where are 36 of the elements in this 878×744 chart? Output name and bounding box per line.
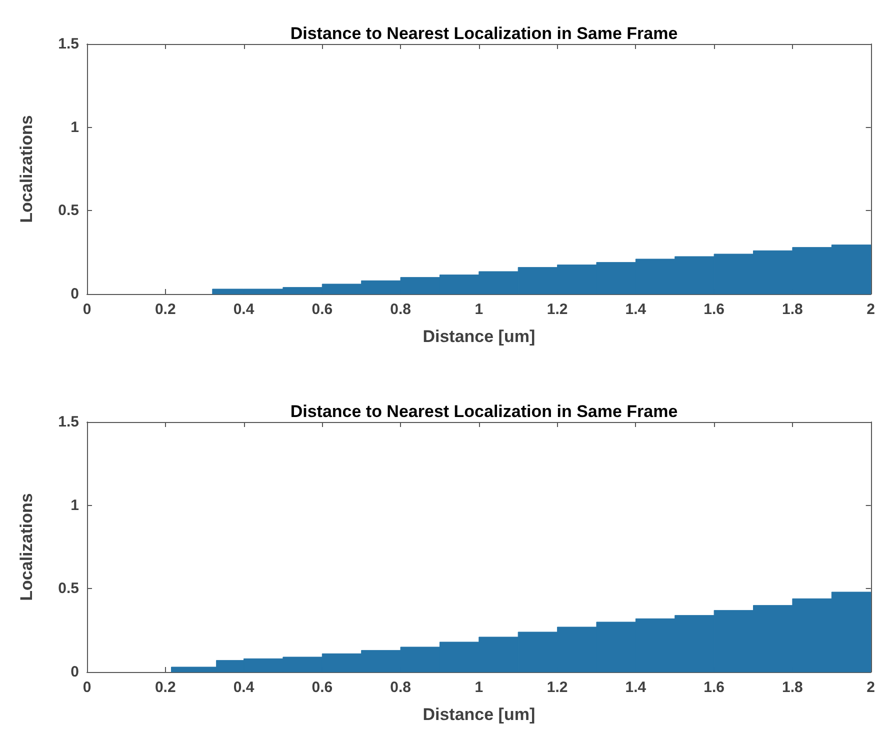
y-tick-label: 0 xyxy=(70,664,79,680)
chart-title: Distance to Nearest Localization in Same Frame xyxy=(290,402,678,421)
x-tick-label: 0.8 xyxy=(390,679,411,696)
x-tick-label: 0.4 xyxy=(233,679,255,696)
y-tick-label: 0.5 xyxy=(58,580,79,598)
x-tick-label: 1.2 xyxy=(546,679,568,696)
y-tick-label: 1.5 xyxy=(58,36,79,52)
y-axis-title: Localizations xyxy=(17,115,36,223)
x-tick-label: 2 xyxy=(866,301,875,318)
x-tick-label: 1.6 xyxy=(704,679,724,696)
x-tick-label: 2 xyxy=(866,679,875,696)
x-tick-label: 1 xyxy=(474,679,484,696)
x-tick-label: 1 xyxy=(474,301,484,318)
y-tick-label: 1.5 xyxy=(58,414,79,430)
y-tick-label: 0 xyxy=(70,286,79,302)
chart-title: Distance to Nearest Localization in Same Frame xyxy=(290,24,678,43)
y-tick-label: 0.5 xyxy=(58,202,79,220)
x-tick-label: 0.8 xyxy=(390,301,411,318)
x-tick-label: 0.2 xyxy=(154,679,176,696)
x-tick-label: 1.6 xyxy=(704,301,724,318)
x-tick-label: 1.4 xyxy=(625,679,647,696)
y-tick-label: 1 xyxy=(70,118,79,136)
x-tick-label: 0.6 xyxy=(312,301,333,318)
x-tick-label: 0 xyxy=(82,679,92,696)
x-tick-label: 1.8 xyxy=(782,679,803,696)
x-tick-label: 1.4 xyxy=(625,301,647,318)
x-tick-label: 1.8 xyxy=(782,301,803,318)
x-tick-label: 0 xyxy=(82,301,92,318)
x-tick-label: 1.2 xyxy=(546,301,568,318)
x-tick-label: 0.6 xyxy=(312,679,333,696)
x-axis-title: Distance [um] xyxy=(422,327,536,346)
x-tick-label: 0.4 xyxy=(233,301,255,318)
y-axis-title: Localizations xyxy=(17,493,36,601)
y-tick-label: 1 xyxy=(70,496,79,514)
x-axis-title: Distance [um] xyxy=(422,705,536,724)
x-tick-label: 0.2 xyxy=(154,301,176,318)
